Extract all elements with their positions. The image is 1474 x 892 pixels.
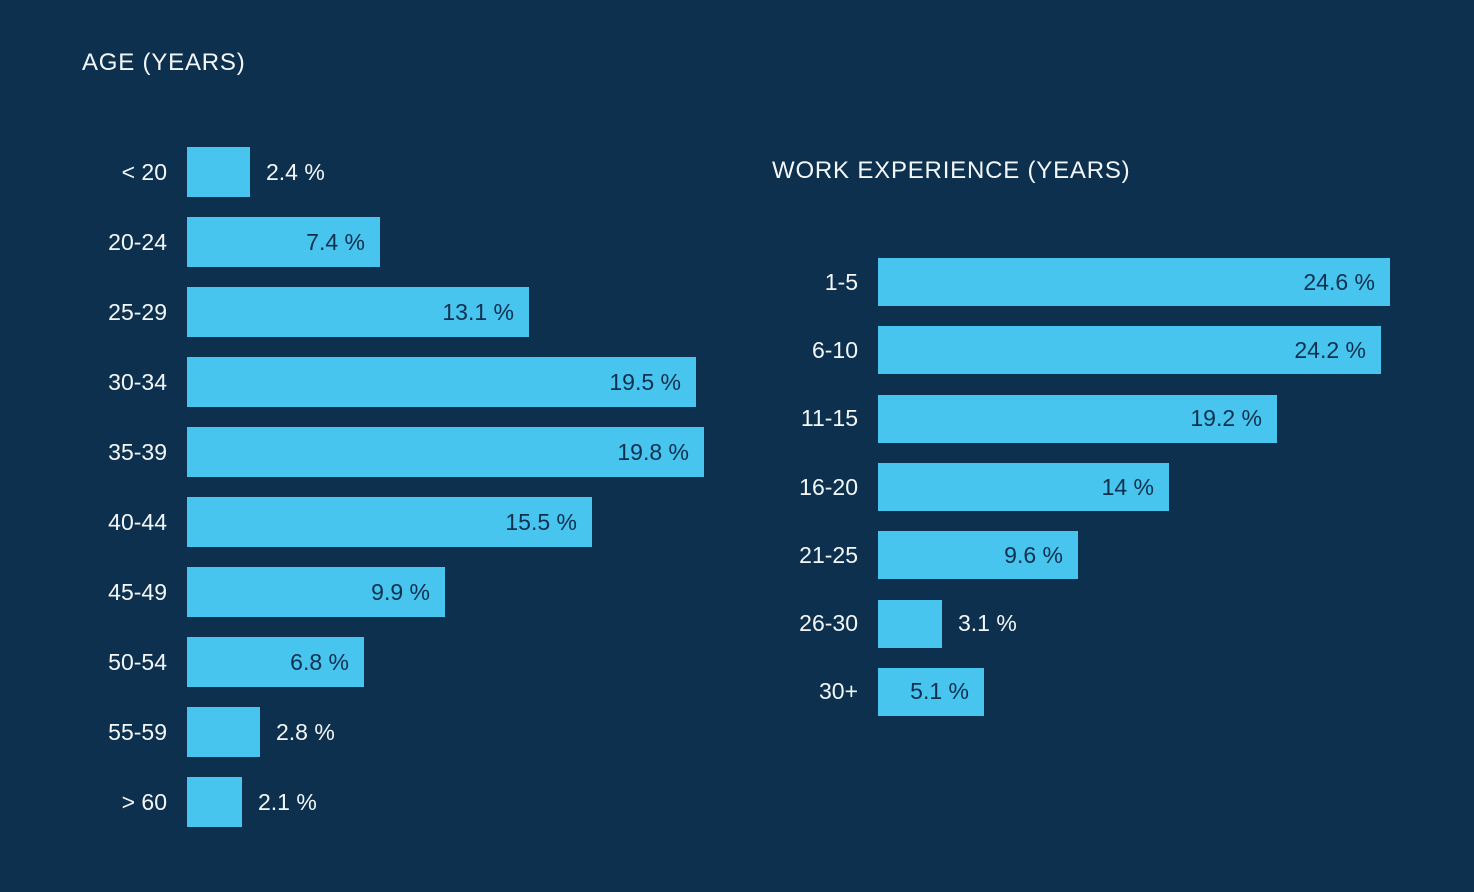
bar-row: 45-49 9.9 % [0,557,760,627]
bar-area: 2.1 % [187,777,760,827]
category-label: < 20 [121,158,167,185]
bar-row: 26-30 3.1 % [691,589,1451,657]
bar-row: > 60 2.1 % [0,767,760,837]
bar-area: 14 % [878,463,1451,512]
bar-row: 35-39 19.8 % [0,417,760,487]
value-label: 2.8 % [276,718,335,745]
value-label: 19.8 % [617,438,689,465]
category-label: 55-59 [108,718,167,745]
value-label: 2.4 % [266,158,325,185]
bar-area: 15.5 % [187,497,760,547]
bar: 9.6 % [878,531,1078,580]
bar: 13.1 % [187,287,529,337]
bar-row: < 20 2.4 % [0,137,760,207]
bar-area: 6.8 % [187,637,760,687]
age-chart-bars: < 20 2.4 % 20-24 7.4 % 25-29 13.1 % 30-34 19.5 … [0,137,760,837]
bar-area: 19.2 % [878,394,1451,443]
category-label: > 60 [121,788,167,815]
bar-area: 24.6 % [878,258,1451,307]
bar-row: 55-59 2.8 % [0,697,760,767]
value-label: 6.8 % [290,648,349,675]
bar: 19.2 % [878,394,1277,443]
bar-area: 2.4 % [187,147,760,197]
category-label: 50-54 [108,648,167,675]
category-label: 21-25 [799,541,858,568]
bar-area: 5.1 % [878,667,1451,716]
bar-row: 1-5 24.6 % [691,248,1451,316]
bar: 5.1 % [878,667,984,716]
bar: 19.8 % [187,427,704,477]
category-label: 1-5 [824,268,858,295]
value-label: 9.9 % [371,578,430,605]
category-label: 16-20 [799,473,858,500]
category-label: 30-34 [108,368,167,395]
bar-area: 19.8 % [187,427,760,477]
value-label: 24.2 % [1294,336,1366,363]
category-label: 20-24 [108,228,167,255]
bar-row: 11-15 19.2 % [691,385,1451,453]
value-label: 9.6 % [1004,541,1063,568]
category-label: 30+ [818,678,858,705]
bar-area: 9.9 % [187,567,760,617]
value-label: 24.6 % [1303,268,1375,295]
bar-area: 13.1 % [187,287,760,337]
value-label: 19.2 % [1190,405,1262,432]
category-label: 11-15 [800,405,858,432]
category-label: 26-30 [799,610,858,637]
value-label: 13.1 % [442,298,514,325]
bar-area: 7.4 % [187,217,760,267]
bar: 6.8 % [187,637,364,687]
bar [187,777,242,827]
bar-row: 40-44 15.5 % [0,487,760,557]
bar: 15.5 % [187,497,592,547]
bar: 14 % [878,463,1169,512]
bar: 24.6 % [878,258,1390,307]
bar-area: 3.1 % [878,599,1451,648]
value-label: 7.4 % [306,228,365,255]
value-label: 2.1 % [258,788,317,815]
bar-row: 30-34 19.5 % [0,347,760,417]
bar-area: 2.8 % [187,707,760,757]
value-label: 5.1 % [910,678,969,705]
category-label: 40-44 [108,508,167,535]
bar-row: 20-24 7.4 % [0,207,760,277]
bar: 7.4 % [187,217,380,267]
value-label: 14 % [1101,473,1154,500]
bar-area: 9.6 % [878,531,1451,580]
value-label: 19.5 % [609,368,681,395]
bar [187,707,260,757]
category-label: 25-29 [108,298,167,325]
value-label: 3.1 % [958,610,1017,637]
work-experience-chart-title: WORK EXPERIENCE (YEARS) [772,156,1131,184]
work-experience-chart-bars: 1-5 24.6 % 6-10 24.2 % 11-15 19.2 % 16-20 14 % 2… [691,248,1451,726]
bar-row: 21-25 9.6 % [691,521,1451,589]
category-label: 35-39 [108,438,167,465]
bar-area: 19.5 % [187,357,760,407]
bar: 9.9 % [187,567,445,617]
value-label: 15.5 % [505,508,577,535]
category-label: 6-10 [811,336,858,363]
bar [878,599,942,648]
bar: 24.2 % [878,326,1381,375]
bar: 19.5 % [187,357,696,407]
category-label: 45-49 [108,578,167,605]
bar-row: 6-10 24.2 % [691,316,1451,384]
bar-row: 50-54 6.8 % [0,627,760,697]
bar [187,147,250,197]
bar-row: 16-20 14 % [691,453,1451,521]
age-chart-title: AGE (YEARS) [82,48,246,76]
bar-area: 24.2 % [878,326,1451,375]
bar-row: 30+ 5.1 % [691,658,1451,726]
bar-row: 25-29 13.1 % [0,277,760,347]
